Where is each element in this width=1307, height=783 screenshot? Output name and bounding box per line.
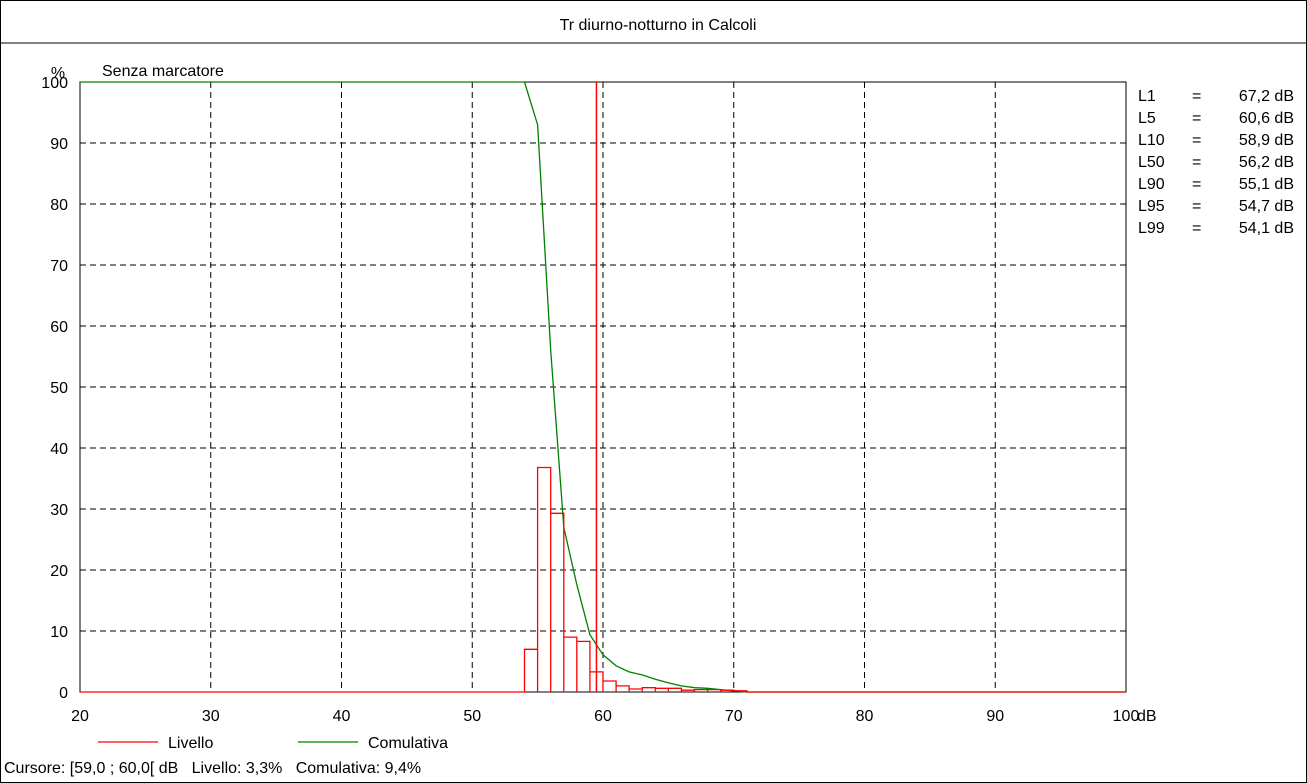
y-tick-label: 40 [50,441,68,458]
stat-value: 54,1 dB [1239,220,1294,237]
x-tick-label: 70 [725,708,743,725]
stat-label: L95 [1138,198,1165,215]
y-tick-label: 60 [50,319,68,336]
stat-value: 58,9 dB [1239,132,1294,149]
x-tick-label: 50 [463,708,481,725]
chart-title: Tr diurno-notturno in Calcoli [560,17,757,34]
stat-value: 56,2 dB [1239,154,1294,171]
stat-label: L90 [1138,176,1165,193]
y-tick-label: 80 [50,197,68,214]
stat-value: 60,6 dB [1239,110,1294,127]
x-tick-label: 20 [71,708,89,725]
grid [80,82,1126,692]
stat-label: L99 [1138,220,1165,237]
y-tick-label: 30 [50,502,68,519]
stat-equals: = [1192,176,1201,193]
stat-equals: = [1192,110,1201,127]
stat-equals: = [1192,154,1201,171]
cursor-readout: Cursore: [59,0 ; 60,0[ dB Livello: 3,3% … [4,760,422,777]
legend: Livello Comulativa [98,735,448,752]
y-tick-label: 70 [50,258,68,275]
series-livello-steps [80,466,1126,693]
stat-value: 54,7 dB [1239,198,1294,215]
stat-label: L5 [1138,110,1156,127]
stat-equals: = [1192,220,1201,237]
tick-labels: 20 30 40 50 60 70 80 90 100 0 10 20 30 40 50 60 70 80 90 10… [41,75,1139,725]
y-axis-label: % [51,65,65,82]
x-axis-label: dB [1137,708,1157,725]
legend-label-livello: Livello [168,735,213,752]
x-tick-label: 30 [202,708,220,725]
x-tick-label: 90 [986,708,1004,725]
axes: Tr diurno-notturno in Calcoli % Senza ma… [1,17,1306,725]
y-tick-label: 20 [50,563,68,580]
stat-value: 67,2 dB [1239,88,1294,105]
stat-equals: = [1192,198,1201,215]
stat-equals: = [1192,132,1201,149]
stat-value: 55,1 dB [1239,176,1294,193]
statistics-table: L1 = 67,2 dB L5 = 60,6 dB L10 = 58,9 dB L50 = 56,2 … [1138,88,1294,237]
x-tick-label: 80 [856,708,874,725]
y-tick-label: 10 [50,624,68,641]
y-tick-label: 100 [41,75,68,92]
stat-label: L50 [1138,154,1165,171]
x-tick-label: 40 [333,708,351,725]
stat-label: L1 [1138,88,1156,105]
legend-label-comulativa: Comulativa [368,735,448,752]
series [80,81,1126,693]
y-tick-label: 90 [50,136,68,153]
stat-equals: = [1192,88,1201,105]
y-tick-label: 50 [50,380,68,397]
chart-subtitle: Senza marcatore [102,63,224,80]
x-tick-label: 100 [1113,708,1140,725]
stat-label: L10 [1138,132,1165,149]
x-tick-label: 60 [594,708,612,725]
y-tick-label: 0 [59,685,68,702]
